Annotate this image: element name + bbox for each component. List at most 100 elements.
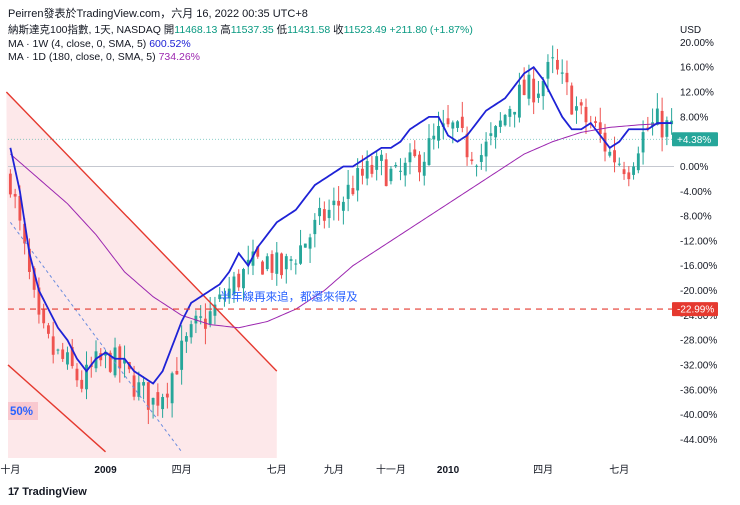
candle-body (608, 151, 612, 156)
candle-body (341, 201, 345, 211)
y-tick-label: -4.00% (680, 187, 712, 198)
candle-body (303, 243, 307, 248)
x-tick-label: 十月 (0, 463, 20, 476)
y-tick-label: -36.00% (680, 385, 717, 396)
last-price-badge: +4.38% (677, 135, 711, 146)
x-tick-label: 2010 (437, 465, 460, 476)
candle-body (318, 207, 322, 217)
candle-body (541, 80, 545, 97)
candle-body (199, 316, 203, 318)
x-tick-label: 十一月 (376, 463, 406, 476)
ma1-row[interactable]: MA · 1W (4, close, 0, SMA, 5) 600.52% (8, 38, 473, 52)
candle-body (232, 276, 236, 295)
high-value: 11537.35 (230, 24, 274, 36)
x-tick-label: 七月 (267, 464, 287, 476)
candle-body (470, 159, 474, 162)
candle-body (665, 120, 669, 137)
candle-body (565, 72, 569, 83)
candle-body (451, 122, 455, 129)
candle-body (584, 106, 588, 123)
candle-body (622, 169, 626, 175)
candle-body (251, 251, 255, 266)
candle-body (370, 164, 374, 174)
candle-body (137, 382, 141, 397)
candle-body (503, 114, 507, 126)
candle-body (551, 57, 555, 59)
low-label: 低 (276, 24, 288, 36)
level-badge-bg (672, 302, 718, 317)
candle-body (8, 173, 12, 195)
candle-body (489, 133, 493, 136)
tradingview-logo-text: TradingView (22, 486, 87, 498)
candle-body (617, 163, 621, 165)
candle-body (380, 154, 383, 161)
y-tick-label: 12.00% (680, 88, 714, 99)
candle-body (384, 159, 388, 187)
candle-body (218, 294, 222, 300)
y-tick-label: -8.00% (680, 212, 712, 223)
annotation-label: 半年線再來追，都還來得及 (220, 290, 358, 304)
candle-body (536, 93, 540, 98)
candle-body (394, 164, 398, 167)
ma2-row[interactable]: MA · 1D (180, close, 0, SMA, 5) 734.26% (8, 51, 473, 65)
candle-body (203, 318, 207, 329)
candle-body (66, 352, 69, 365)
candle-body (475, 165, 479, 167)
candle-body (265, 256, 269, 270)
ma2-label: MA · 1D (180, close, 0, SMA, 5) (8, 51, 156, 63)
candle-body (418, 154, 421, 173)
candle-body (213, 304, 217, 316)
candle-body (636, 153, 640, 171)
candle-body (532, 78, 536, 103)
x-tick-label: 四月 (172, 464, 192, 476)
candle-body (75, 368, 79, 381)
candle-body (670, 120, 674, 125)
candle-body (570, 85, 574, 115)
candle-body (161, 397, 165, 410)
y-tick-label: -20.00% (680, 286, 717, 297)
symbol-name: 納斯達克100指數, 1天, NASDAQ (8, 24, 161, 36)
candle-body (108, 352, 112, 372)
candle-body (508, 108, 512, 117)
y-axis-unit: USD (680, 25, 701, 36)
candle-body (337, 200, 341, 206)
candle-body (37, 287, 41, 315)
y-tick-label: 20.00% (680, 38, 714, 49)
symbol-row: 納斯達克100指數, 1天, NASDAQ 開11468.13 高11537.3… (8, 24, 473, 38)
candle-body (208, 311, 212, 325)
candle-body (170, 373, 174, 404)
ma2-value: 734.26% (158, 51, 201, 63)
tradingview-logo[interactable]: 17 TradingView (8, 486, 87, 498)
x-tick-label: 四月 (533, 464, 553, 476)
candle-body (275, 252, 279, 274)
candle-body (356, 168, 360, 191)
candle-body (142, 382, 146, 386)
candle-body (56, 349, 60, 351)
candle-body (513, 111, 517, 115)
x-tick-label: 2009 (94, 465, 117, 476)
candle-body (180, 340, 184, 370)
ma1-value: 600.52% (149, 37, 191, 50)
level-badge: -22.99% (677, 305, 714, 316)
published-caption: Peirren發表於TradingView.com，六月 16, 2022 00… (8, 8, 308, 20)
candle-body (632, 166, 635, 175)
x-tick-label: 九月 (324, 464, 344, 476)
candle-body (579, 102, 583, 106)
y-tick-label: -12.00% (680, 236, 717, 247)
candle-body (189, 324, 193, 338)
candle-body (527, 74, 531, 99)
candle-body (165, 393, 169, 398)
candle-body (494, 126, 498, 138)
candle-body (32, 268, 36, 290)
candle-body (23, 223, 27, 244)
candle-body (156, 392, 160, 406)
ma1-label: MA · 1W (4, close, 0, SMA, 5) (8, 37, 147, 50)
candle-body (184, 336, 188, 342)
candle-body (432, 135, 436, 140)
candle-body (18, 196, 22, 221)
candle-body (399, 170, 402, 172)
open-value: 11468.13 (174, 24, 218, 36)
candle-body (456, 121, 459, 128)
candle-body (627, 172, 631, 180)
